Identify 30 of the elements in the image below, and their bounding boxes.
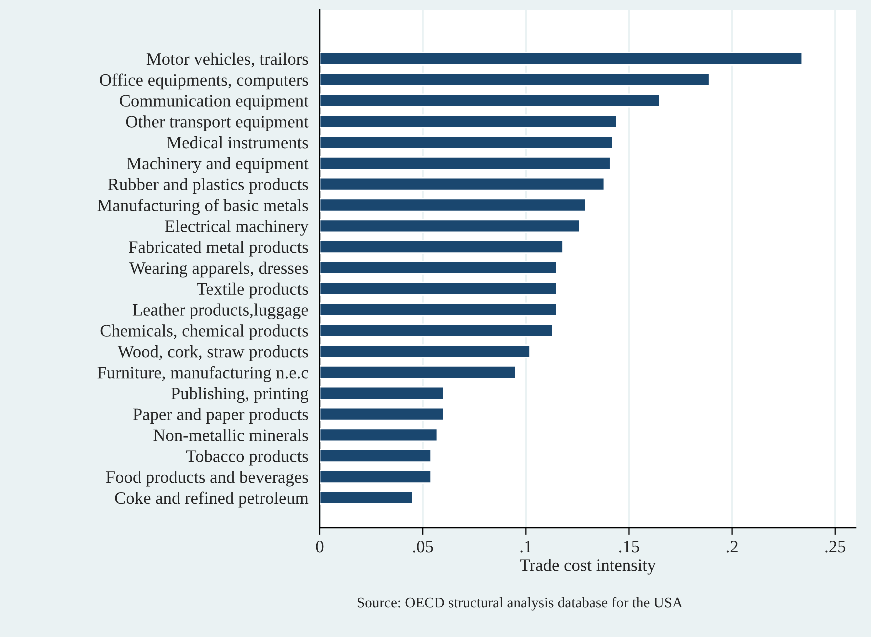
y-tick-label: Non-metallic minerals [154,429,308,442]
y-tick-label: Wood, cork, straw products [118,346,308,362]
y-tick-label: Leather products,luggage [132,304,308,320]
y-tick-label: Furniture, manufacturing n.e.c [98,366,308,382]
y-tick-label: Communication equipment [120,95,309,110]
y-tick-label: Office equipments, computers [100,74,308,90]
y-tick-label: Electrical machinery [165,220,309,236]
x-tick-label: 0 [316,541,324,553]
y-tick-label: Textile products [197,282,308,299]
y-tick-label: Motor vehicles, trailors [146,52,308,68]
y-tick-label: Machinery and equipment [127,157,309,174]
y-tick-label: Medical instruments [167,136,308,149]
x-tick-label: .25 [826,541,846,553]
y-tick-label: Manufacturing of basic metals [98,199,308,216]
y-tick-label: Fabricated metal products [129,241,308,257]
x-tick-label: .05 [413,541,434,553]
y-tick-label: Other transport equipment [126,116,309,132]
y-tick-label: Paper and paper products [133,408,308,424]
y-tick-label: Publishing, printing [171,387,309,404]
x-tick-label: .2 [726,541,738,553]
y-tick-label: Coke and refined petroleum [115,492,309,508]
y-tick-label: Wearing apparels, dresses [130,262,308,278]
y-tick-label: Chemicals, chemical products [100,324,308,340]
x-axis-title: Trade cost intensity [520,559,656,575]
y-tick-label: Food products and beverages [106,470,308,487]
y-tick-label: Tobacco products [186,450,308,466]
x-tick-label: .1 [520,541,532,553]
y-tick-label: Rubber and plastics products [108,178,308,194]
x-tick-label: .15 [620,541,640,553]
source-note: Source: OECD structural analysis database for the USA [358,597,683,611]
